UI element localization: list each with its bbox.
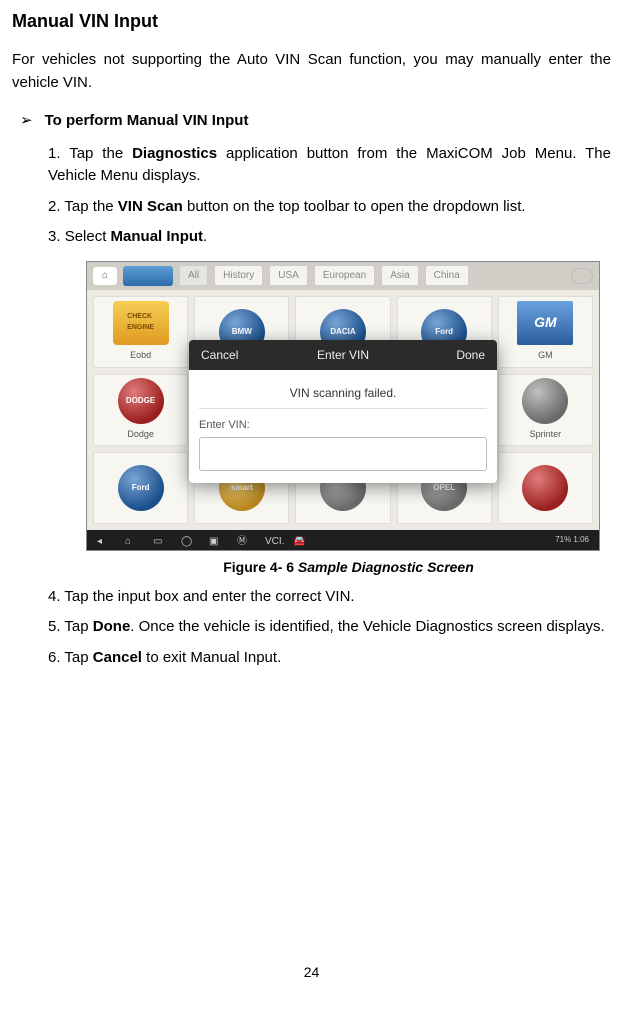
screenshot-bottom-bar: ◂ ⌂ ▭ ◯ ▣ Ⓜ VCI. 🚘 71% 1:06	[87, 530, 599, 550]
enter-vin-dialog: Cancel Enter VIN Done VIN scanning faile…	[189, 340, 497, 484]
vci-icon: VCI.	[265, 534, 281, 546]
brand-sprinter: Sprinter	[498, 374, 593, 446]
brand-gm: GMGM	[498, 296, 593, 368]
car-icon: 🚘	[293, 534, 309, 546]
recent-icon: ▭	[153, 534, 169, 546]
back-icon: ◂	[97, 534, 113, 546]
step-3: 3. Select Manual Input.	[48, 226, 611, 249]
dialog-field-label: Enter VIN:	[199, 417, 487, 434]
diagnostic-screenshot: ⌂ All History USA European Asia China CH…	[86, 261, 600, 551]
procedure-arrow-icon: ➢	[20, 110, 33, 133]
page-number: 24	[0, 962, 623, 983]
procedure-heading: ➢ To perform Manual VIN Input	[20, 110, 611, 133]
step-6: 6. Tap Cancel to exit Manual Input.	[48, 647, 611, 670]
brand-dodge: DODGEDodge	[93, 374, 188, 446]
brand-eobd: CHECKENGINEEobd	[93, 296, 188, 368]
tab-china: China	[425, 265, 469, 286]
dialog-vin-input	[199, 437, 487, 471]
home-nav-icon: ⌂	[125, 534, 141, 546]
search-icon	[571, 268, 593, 284]
tab-asia: Asia	[381, 265, 418, 286]
home-icon: ⌂	[93, 267, 117, 285]
step-4: 4. Tap the input box and enter the corre…	[48, 586, 611, 609]
screen-icon: ▣	[209, 534, 225, 546]
brand-porsche	[498, 452, 593, 524]
tab-european: European	[314, 265, 375, 286]
tab-history: History	[214, 265, 263, 286]
browser-icon: ◯	[181, 534, 197, 546]
screenshot-top-toolbar: ⌂ All History USA European Asia China	[87, 262, 599, 290]
brand-ford2: Ford	[93, 452, 188, 524]
m-icon: Ⓜ	[237, 534, 253, 546]
figure-caption: Figure 4- 6 Sample Diagnostic Screen	[86, 557, 611, 578]
intro-paragraph: For vehicles not supporting the Auto VIN…	[12, 49, 611, 94]
vin-scan-button	[123, 266, 173, 286]
step-1: 1. Tap the Diagnostics application butto…	[48, 143, 611, 188]
section-heading: Manual VIN Input	[12, 8, 611, 35]
step-2: 2. Tap the VIN Scan button on the top to…	[48, 196, 611, 219]
tab-usa: USA	[269, 265, 308, 286]
tab-all: All	[179, 265, 208, 286]
step-5: 5. Tap Done. Once the vehicle is identif…	[48, 616, 611, 639]
status-time: 71% 1:06	[555, 534, 589, 546]
dialog-message: VIN scanning failed.	[199, 376, 487, 409]
procedure-title: To perform Manual VIN Input	[45, 110, 249, 133]
dialog-title: Enter VIN	[189, 346, 497, 364]
